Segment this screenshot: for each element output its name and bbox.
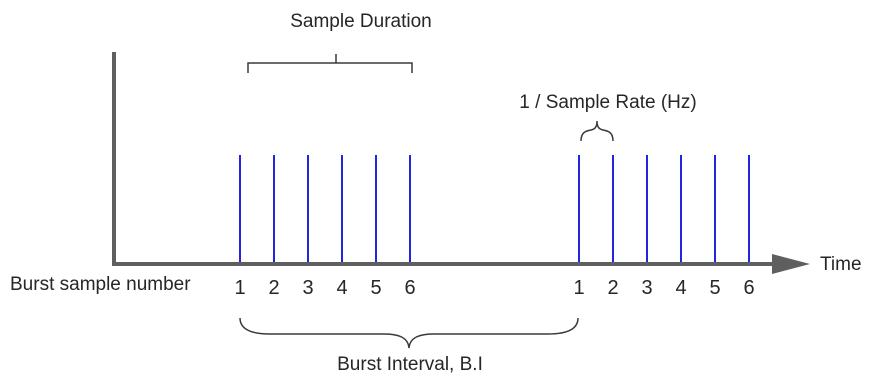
sample-rate-label: 1 / Sample Rate (Hz)	[519, 92, 696, 113]
time-axis-arrowhead	[772, 254, 810, 274]
time-axis-label: Time	[820, 254, 862, 275]
burst-sample-number-label: Burst sample number	[10, 274, 191, 295]
sample-number: 1	[234, 277, 245, 299]
burst-1: 1 2 3 4 5 6	[234, 155, 416, 299]
burst-2: 1 2 3 4 5 6	[573, 155, 755, 299]
sample-rate-brace	[580, 120, 614, 142]
sample-number: 3	[641, 277, 652, 299]
burst-interval-brace	[239, 317, 579, 349]
sample-number: 5	[370, 277, 381, 299]
axes	[112, 52, 810, 274]
sample-number: 2	[607, 277, 618, 299]
sample-number: 4	[336, 277, 347, 299]
sample-number: 2	[268, 277, 279, 299]
sample-duration-label: Sample Duration	[290, 11, 432, 32]
sample-duration-bracket	[247, 54, 413, 73]
sample-number: 5	[709, 277, 720, 299]
sample-number: 1	[573, 277, 584, 299]
sample-number: 6	[404, 277, 415, 299]
sample-number: 6	[743, 277, 754, 299]
sample-number: 3	[302, 277, 313, 299]
burst-interval-label: Burst Interval, B.I	[337, 354, 483, 375]
sample-number: 4	[675, 277, 686, 299]
